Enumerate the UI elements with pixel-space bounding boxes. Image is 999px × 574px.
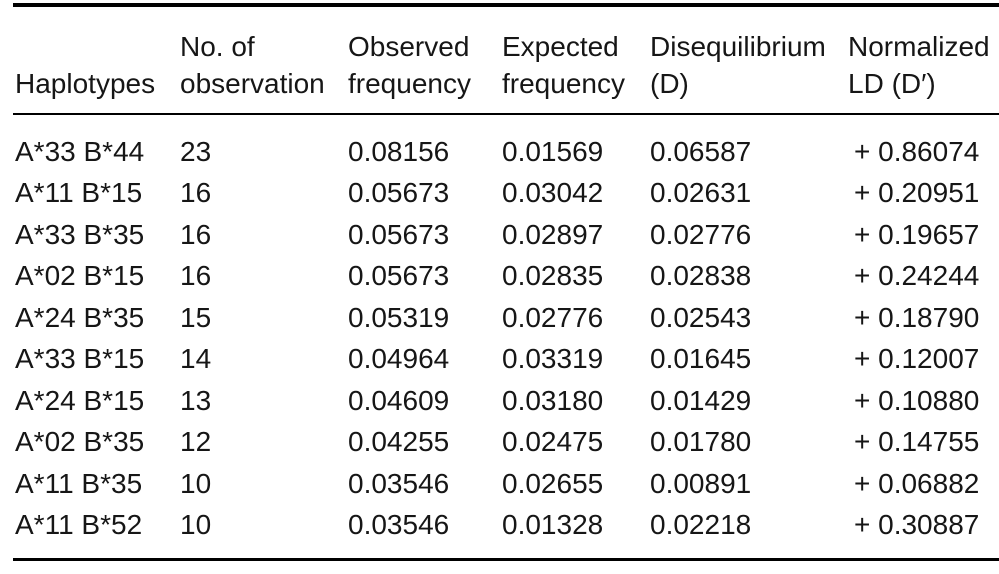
cell-disequilibrium: 0.01780: [650, 426, 752, 458]
cell-observed-frequency: 0.03546: [348, 467, 450, 499]
cell-observed-frequency: 0.04964: [348, 343, 450, 375]
cell-expected-frequency: 0.02475: [502, 426, 604, 458]
cell-haplotype: A*02 B*15: [15, 260, 145, 292]
table-row: A*11 B*15 16 0.05673 0.03042 0.02631 + 0…: [0, 173, 999, 215]
cell-haplotype: A*33 B*15: [15, 343, 145, 375]
table-row: A*24 B*35 15 0.05319 0.02776 0.02543 + 0…: [0, 297, 999, 339]
cell-observations: 12: [180, 426, 212, 458]
cell-normalized-ld: + 0.10880: [854, 384, 980, 416]
cell-observations: 13: [180, 384, 212, 416]
table-row: A*33 B*35 16 0.05673 0.02897 0.02776 + 0…: [0, 214, 999, 256]
table-top-rule: [13, 3, 999, 7]
cell-observations: 10: [180, 467, 212, 499]
cell-observations: 16: [180, 260, 212, 292]
cell-observations: 16: [180, 218, 212, 250]
cell-observations: 14: [180, 343, 212, 375]
table-row: A*33 B*44 23 0.08156 0.01569 0.06587 + 0…: [0, 131, 999, 173]
cell-observed-frequency: 0.05673: [348, 218, 450, 250]
cell-observed-frequency: 0.08156: [348, 135, 450, 167]
cell-observations: 23: [180, 135, 212, 167]
table-row: A*24 B*15 13 0.04609 0.03180 0.01429 + 0…: [0, 380, 999, 422]
column-header-observations: No. of observation: [180, 31, 325, 99]
cell-disequilibrium: 0.02218: [650, 509, 752, 541]
cell-observed-frequency: 0.05673: [348, 260, 450, 292]
cell-observed-frequency: 0.03546: [348, 509, 450, 541]
table-row: A*11 B*35 10 0.03546 0.02655 0.00891 + 0…: [0, 463, 999, 505]
table-row: A*33 B*15 14 0.04964 0.03319 0.01645 + 0…: [0, 339, 999, 381]
cell-haplotype: A*24 B*15: [15, 384, 145, 416]
cell-observed-frequency: 0.04255: [348, 426, 450, 458]
cell-expected-frequency: 0.02897: [502, 218, 604, 250]
table-row: A*02 B*35 12 0.04255 0.02475 0.01780 + 0…: [0, 422, 999, 464]
cell-normalized-ld: + 0.20951: [854, 177, 980, 209]
cell-expected-frequency: 0.01569: [502, 135, 604, 167]
table-header-rule: [13, 113, 999, 115]
table-row: A*11 B*52 10 0.03546 0.01328 0.02218 + 0…: [0, 505, 999, 547]
cell-haplotype: A*33 B*35: [15, 218, 145, 250]
column-header-observed-frequency: Observed frequency: [348, 31, 471, 99]
column-header-disequilibrium: Disequilibrium (D): [650, 31, 826, 99]
cell-haplotype: A*11 B*35: [15, 467, 143, 499]
cell-normalized-ld: + 0.12007: [854, 343, 980, 375]
cell-disequilibrium: 0.02631: [650, 177, 752, 209]
cell-expected-frequency: 0.02835: [502, 260, 604, 292]
cell-disequilibrium: 0.01429: [650, 384, 752, 416]
cell-expected-frequency: 0.01328: [502, 509, 604, 541]
cell-haplotype: A*11 B*52: [15, 509, 143, 541]
table-header-row: Haplotypes No. of observation Observed f…: [0, 7, 999, 104]
cell-observations: 10: [180, 509, 212, 541]
cell-normalized-ld: + 0.19657: [854, 218, 980, 250]
cell-normalized-ld: + 0.14755: [854, 426, 980, 458]
cell-observations: 16: [180, 177, 212, 209]
cell-expected-frequency: 0.03180: [502, 384, 604, 416]
cell-observations: 15: [180, 301, 212, 333]
column-header-expected-frequency: Expected frequency: [502, 31, 625, 99]
cell-haplotype: A*33 B*44: [15, 135, 145, 167]
table-body: A*33 B*44 23 0.08156 0.01569 0.06587 + 0…: [0, 131, 999, 546]
table-bottom-rule: [13, 558, 999, 561]
cell-observed-frequency: 0.04609: [348, 384, 450, 416]
cell-observed-frequency: 0.05673: [348, 177, 450, 209]
cell-normalized-ld: + 0.24244: [854, 260, 980, 292]
column-header-normalized-ld: Normalized LD (D′): [848, 31, 990, 99]
cell-disequilibrium: 0.01645: [650, 343, 752, 375]
cell-expected-frequency: 0.02776: [502, 301, 604, 333]
cell-expected-frequency: 0.03042: [502, 177, 604, 209]
cell-normalized-ld: + 0.06882: [854, 467, 980, 499]
cell-expected-frequency: 0.02655: [502, 467, 604, 499]
cell-disequilibrium: 0.00891: [650, 467, 752, 499]
cell-haplotype: A*02 B*35: [15, 426, 145, 458]
cell-disequilibrium: 0.02776: [650, 218, 752, 250]
cell-disequilibrium: 0.02838: [650, 260, 752, 292]
cell-normalized-ld: + 0.30887: [854, 509, 980, 541]
cell-haplotype: A*24 B*35: [15, 301, 145, 333]
cell-normalized-ld: + 0.86074: [854, 135, 980, 167]
column-header-haplotypes: Haplotypes: [15, 68, 156, 99]
cell-expected-frequency: 0.03319: [502, 343, 604, 375]
table-row: A*02 B*15 16 0.05673 0.02835 0.02838 + 0…: [0, 256, 999, 298]
cell-disequilibrium: 0.06587: [650, 135, 752, 167]
cell-normalized-ld: + 0.18790: [854, 301, 980, 333]
cell-observed-frequency: 0.05319: [348, 301, 450, 333]
cell-disequilibrium: 0.02543: [650, 301, 752, 333]
cell-haplotype: A*11 B*15: [15, 177, 143, 209]
